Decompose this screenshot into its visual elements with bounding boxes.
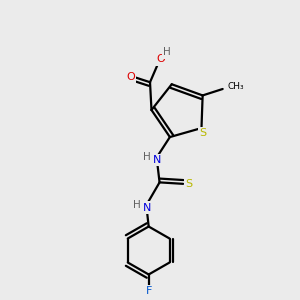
Text: N: N: [143, 202, 152, 212]
Text: H: H: [163, 47, 171, 57]
Text: S: S: [200, 128, 206, 138]
Text: O: O: [126, 72, 135, 82]
Text: N: N: [153, 155, 162, 165]
Text: O: O: [156, 54, 165, 64]
Text: F: F: [146, 286, 152, 296]
Text: H: H: [133, 200, 140, 210]
Text: S: S: [185, 179, 192, 189]
Text: CH₃: CH₃: [227, 82, 244, 91]
Text: H: H: [143, 152, 151, 162]
